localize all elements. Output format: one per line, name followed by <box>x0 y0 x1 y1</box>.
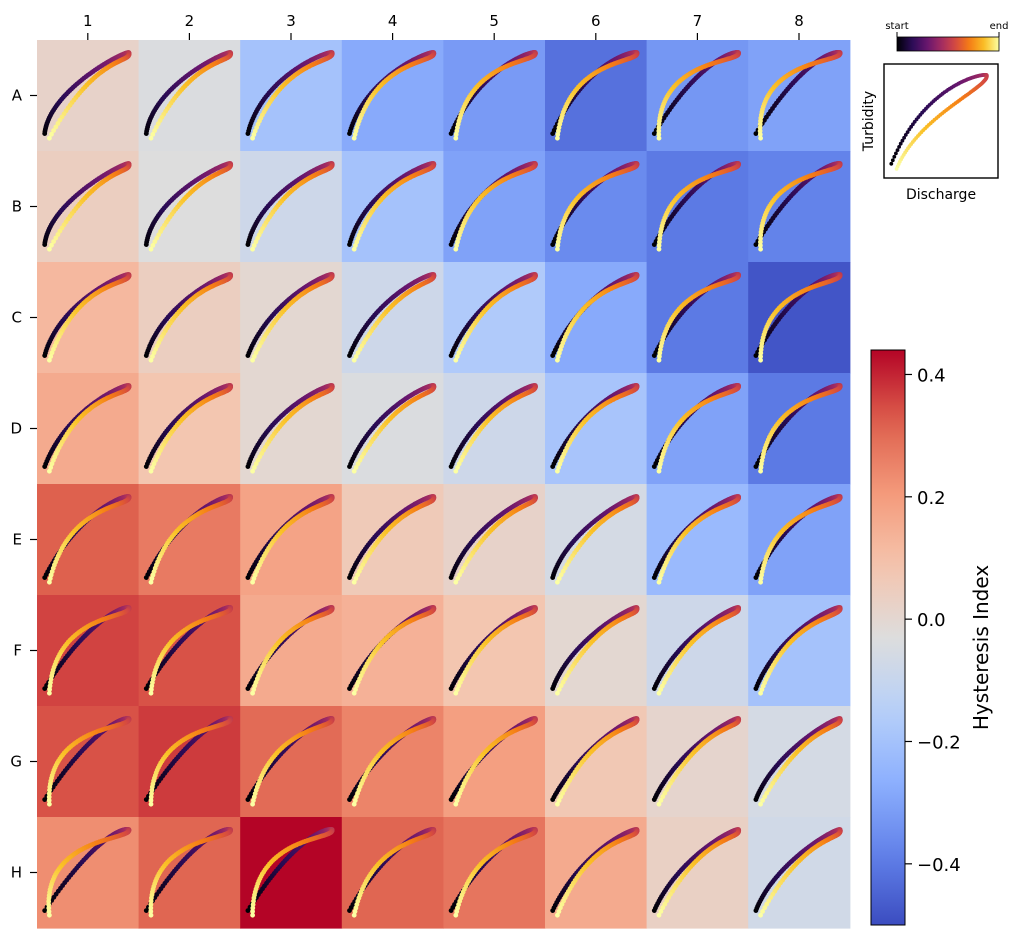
loop-point <box>47 468 52 474</box>
loop-point <box>656 135 662 141</box>
loop-point <box>148 357 154 363</box>
loop-point <box>758 357 763 363</box>
loop-point <box>656 246 662 252</box>
loop-point <box>453 132 459 137</box>
loop-point <box>250 357 256 363</box>
loop-point <box>251 132 257 137</box>
loop-point <box>758 135 763 141</box>
loop-point <box>555 357 560 363</box>
loop-point <box>47 579 52 585</box>
heatmap-grid <box>37 40 851 929</box>
loop-point <box>47 135 52 141</box>
loop-point <box>453 468 459 474</box>
loop-point <box>555 135 560 141</box>
loop-point <box>148 579 154 585</box>
loop-point <box>453 357 459 363</box>
loop-point <box>758 246 763 252</box>
loop-point <box>555 468 560 474</box>
loop-point <box>152 128 158 134</box>
loop-point <box>351 135 357 141</box>
loop-curve <box>143 50 234 141</box>
loop-point <box>351 357 357 363</box>
loop-point <box>352 132 358 137</box>
loop-point <box>656 357 662 363</box>
loop-curve <box>448 50 538 141</box>
loop-point <box>150 132 156 137</box>
loop-point <box>250 579 256 585</box>
loop-point <box>148 135 154 141</box>
loop-point <box>453 135 459 141</box>
loop-curve <box>550 50 640 141</box>
loop-point <box>47 246 52 252</box>
loop-point <box>453 246 459 252</box>
loop-point <box>758 468 763 474</box>
loop-point <box>51 128 56 134</box>
loop-point <box>351 579 357 585</box>
loop-point <box>53 124 59 130</box>
loop-curves <box>42 50 843 918</box>
loop-point <box>351 468 357 474</box>
loop-curve <box>347 50 437 141</box>
loop-point <box>250 246 256 252</box>
loop-point <box>148 246 154 252</box>
loop-point <box>555 246 560 252</box>
loop-point <box>656 468 662 474</box>
loop-curve <box>245 50 335 141</box>
loop-point <box>250 135 256 141</box>
loop-point <box>49 131 54 137</box>
loop-point <box>351 246 357 252</box>
loop-point <box>47 357 52 363</box>
loop-curve <box>42 50 132 141</box>
loop-point <box>55 121 61 126</box>
loop-point <box>148 468 154 474</box>
loop-point <box>250 468 256 474</box>
loop-point <box>453 579 459 585</box>
